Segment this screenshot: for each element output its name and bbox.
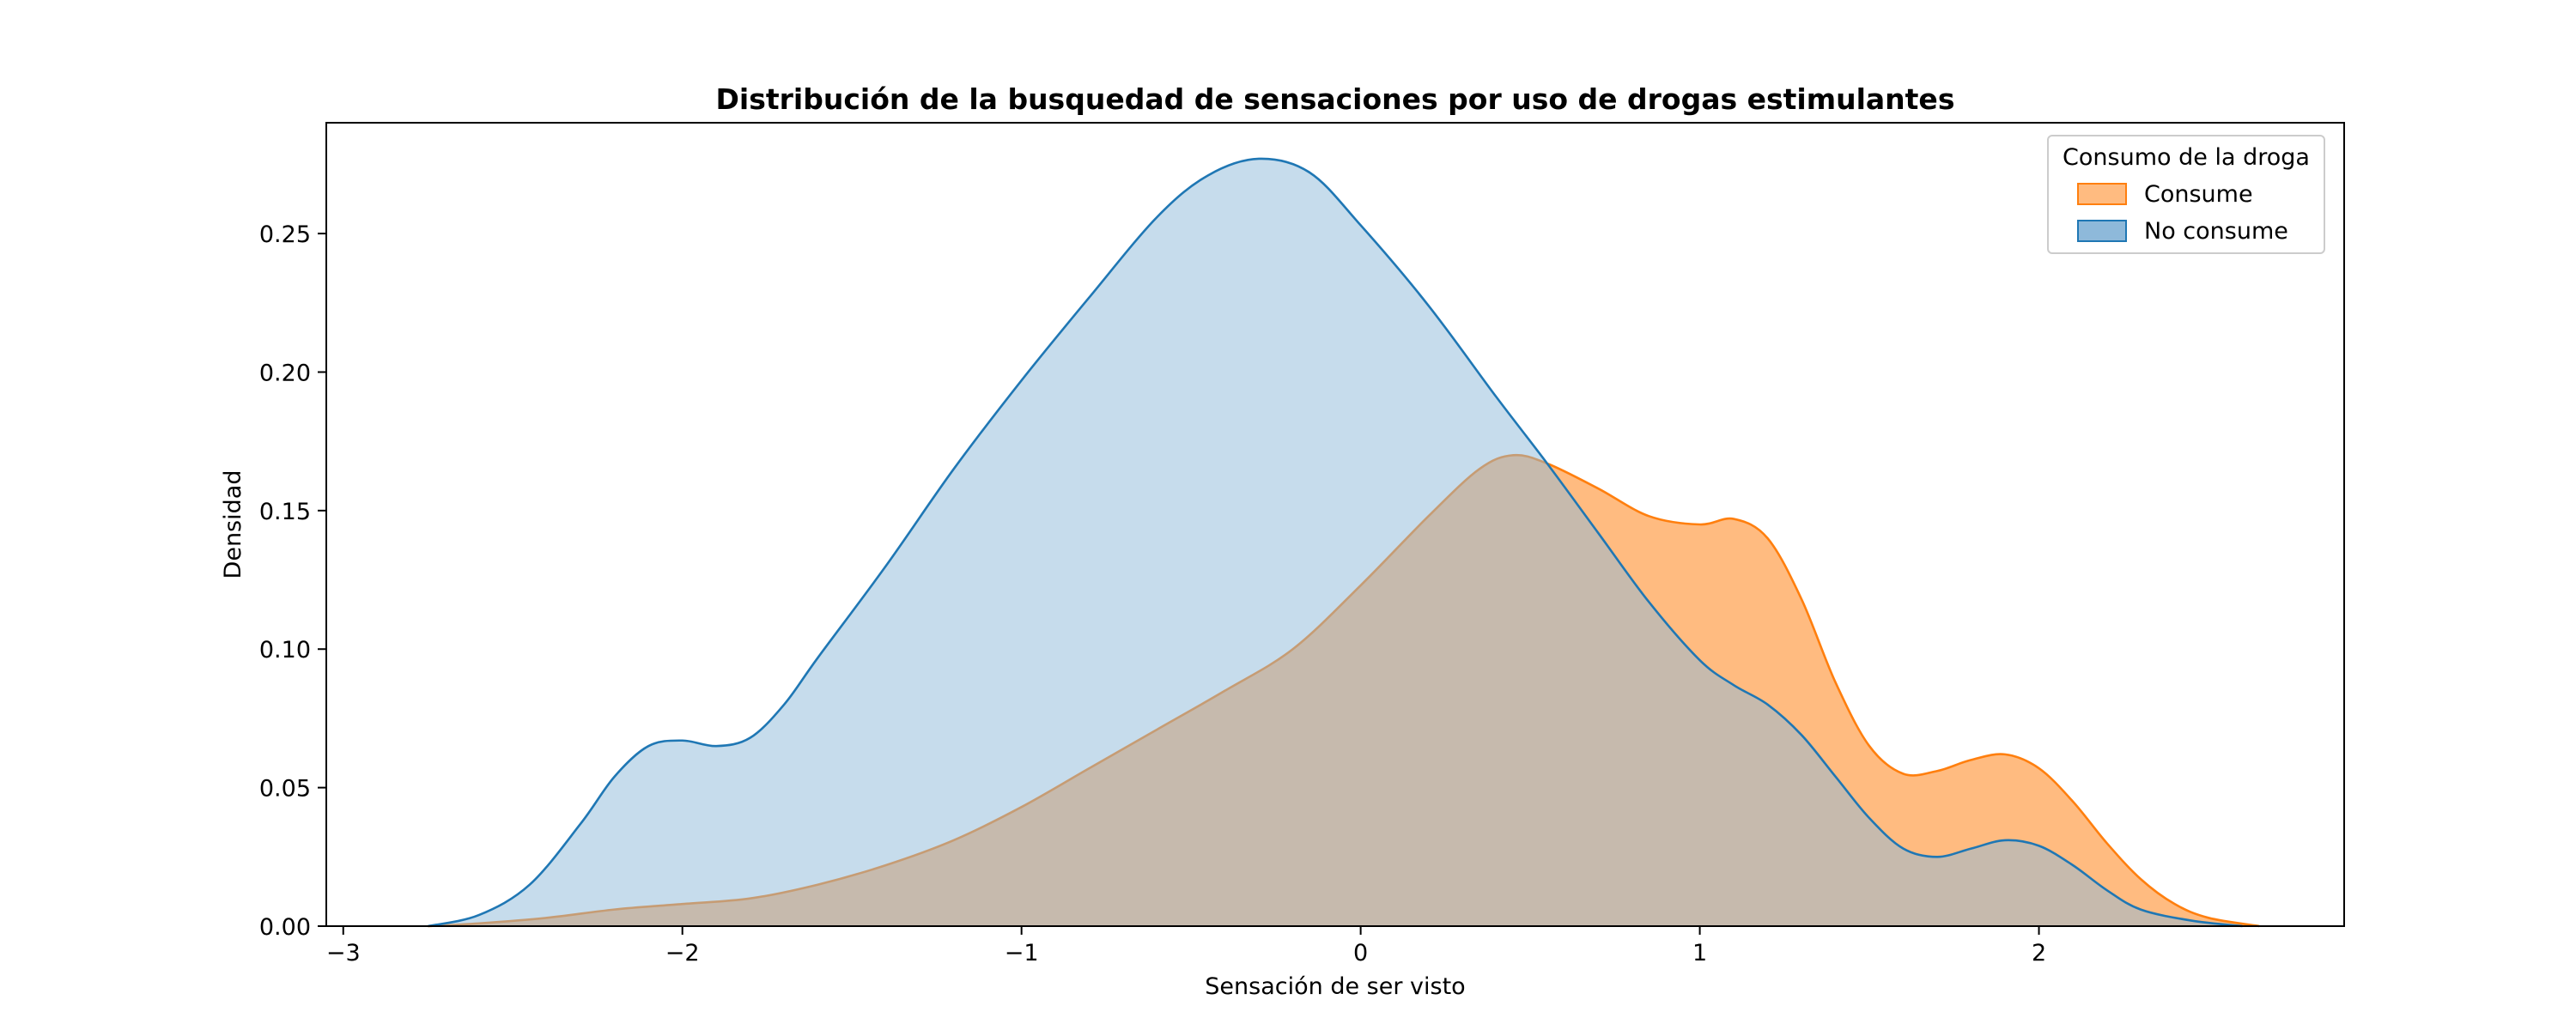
series-area-no-consume (428, 158, 2243, 926)
series-line-no-consume (428, 157, 2243, 928)
y-tick-label: 0.25 (259, 221, 311, 248)
axes-layer: −3 −2 −1 0 1 2 0.00 0.05 0.10 0.15 0.20 0.25 (259, 122, 2345, 966)
y-tick-label: 0.00 (259, 914, 311, 941)
plot-frame (325, 122, 2345, 927)
y-axis-label: Densidad (220, 470, 246, 579)
legend: Consumo de la droga Consume No consume (2047, 135, 2325, 254)
chart-title: Distribución de la busquedad de sensacio… (716, 82, 1955, 116)
legend-swatch-no-consume (2077, 220, 2127, 242)
y-tick-label: 0.05 (259, 776, 311, 803)
x-tick-label: −1 (1005, 940, 1039, 966)
legend-swatch-consume (2077, 183, 2127, 205)
x-tick-label: 0 (1353, 940, 1368, 966)
x-tick-label: 1 (1692, 940, 1707, 966)
x-tick-label: −2 (665, 940, 700, 966)
y-tick-label: 0.20 (259, 360, 311, 386)
legend-label-consume: Consume (2144, 181, 2253, 208)
legend-title: Consumo de la droga (2063, 144, 2310, 171)
x-tick-label: 2 (2032, 940, 2046, 966)
x-axis-label: Sensación de ser visto (1205, 973, 1465, 1000)
y-tick-label: 0.15 (259, 499, 311, 525)
series-no-consume (428, 157, 2243, 928)
legend-label-no-consume: No consume (2144, 218, 2288, 245)
series-layer (428, 157, 2260, 928)
legend-entries: Consume No consume (2077, 181, 2288, 245)
x-tick-label: −3 (326, 940, 361, 966)
y-tick-label: 0.10 (259, 637, 311, 663)
